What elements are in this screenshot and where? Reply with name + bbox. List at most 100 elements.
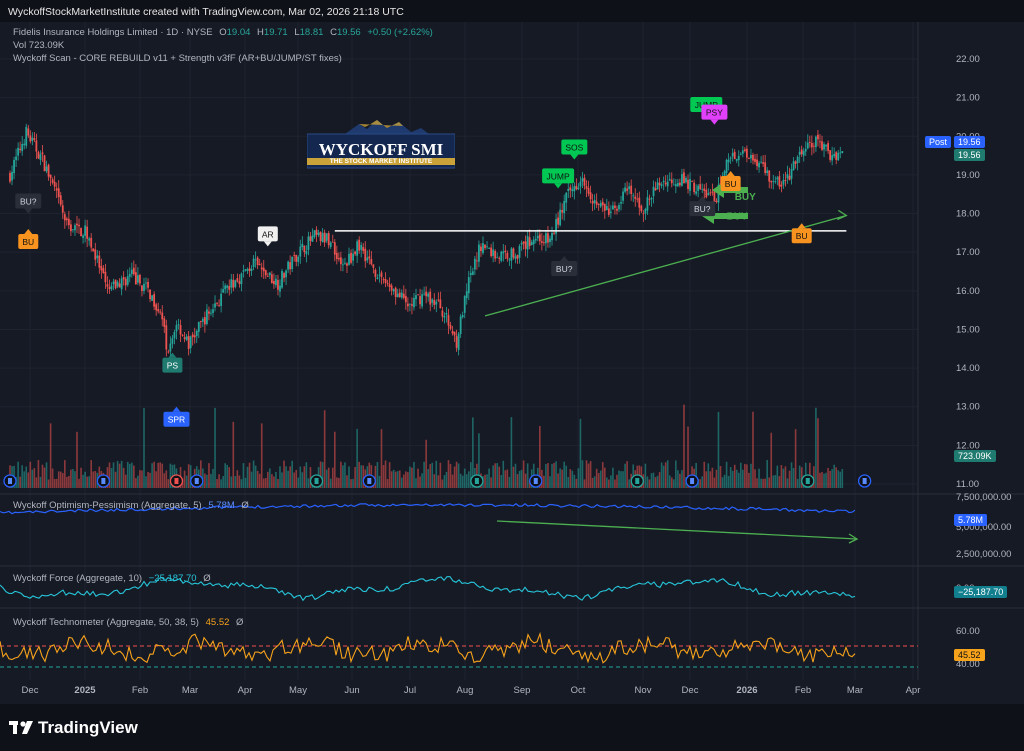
volume-bar (654, 477, 657, 488)
candle-body (492, 249, 495, 256)
volume-bar (70, 469, 72, 488)
symbol-legend[interactable]: Fidelis Insurance Holdings Limited · 1D … (13, 27, 433, 38)
candle-body (333, 242, 336, 255)
volume-bar (429, 464, 432, 488)
candle-body (94, 249, 97, 260)
force-legend[interactable]: Wyckoff Force (Aggregate, 10) −25,187.70… (13, 573, 211, 584)
volume-bar (143, 408, 145, 488)
volume-bar (27, 472, 30, 488)
candle-body (45, 166, 48, 172)
volume-bar (762, 478, 764, 488)
candle-body (839, 152, 842, 154)
volume-bar (616, 474, 618, 488)
candle-body (289, 262, 292, 270)
volume-bar (390, 471, 393, 488)
candle-body (762, 162, 765, 164)
candle-body (301, 243, 304, 248)
volume-bar (342, 465, 344, 488)
candle-body (102, 268, 105, 274)
time-tick: Oct (571, 685, 586, 696)
volume-bar (37, 460, 40, 488)
volume-bar (677, 470, 679, 488)
candle-body (100, 265, 103, 271)
volume-bar (419, 476, 421, 488)
candle-body (597, 204, 600, 205)
volume-bar (737, 472, 740, 488)
candle-body (238, 281, 241, 284)
candle-body (281, 270, 283, 288)
footer-brand: TradingView (38, 718, 138, 737)
volume-bar (522, 460, 525, 488)
marker-buq: BU? (551, 256, 578, 277)
volume-bar (299, 466, 302, 488)
candle-body (624, 187, 626, 192)
candle-body (193, 335, 196, 338)
candle-body (112, 281, 115, 285)
candle-body (792, 161, 795, 171)
candle-body (603, 204, 606, 211)
candle-body (106, 284, 109, 287)
price-tick: 19.00 (956, 170, 980, 181)
candle-body (812, 145, 815, 147)
candle-body (670, 179, 673, 184)
candle-body (622, 191, 624, 201)
volume-bar (88, 476, 90, 488)
volume-bar (281, 472, 283, 488)
volume-bar (325, 469, 328, 488)
candle-body (583, 177, 586, 186)
volume-bar (660, 462, 663, 488)
volume-bar (260, 423, 263, 488)
candle-body (780, 184, 783, 187)
volume-bar (557, 473, 559, 488)
candle-body (147, 281, 149, 288)
price-tick: 21.00 (956, 93, 980, 104)
candle-body (406, 303, 409, 307)
volume-bar (601, 462, 604, 488)
candle-body (754, 158, 756, 162)
volume-bar (267, 471, 269, 488)
volume-bar (145, 476, 147, 488)
volume-bar (681, 470, 683, 488)
candle-body (553, 232, 555, 234)
candle-body (337, 257, 340, 260)
volume-bar (384, 460, 387, 488)
candle-body (609, 211, 612, 213)
volume-bar (427, 469, 429, 488)
candle-body (423, 293, 426, 295)
technometer-legend[interactable]: Wyckoff Technometer (Aggregate, 50, 38, … (13, 617, 244, 628)
volume-bar (650, 473, 653, 488)
volume-bar (187, 464, 190, 488)
candle-body (252, 258, 255, 268)
optimism-legend[interactable]: Wyckoff Optimism-Pessimism (Aggregate, 5… (13, 500, 249, 511)
candle-body (646, 197, 649, 211)
indicator-legend[interactable]: Wyckoff Scan - CORE REBUILD v11 + Streng… (13, 53, 342, 64)
candle-body (581, 178, 584, 182)
candle-body (817, 134, 819, 140)
volume-bar (821, 471, 823, 488)
candle-body (585, 186, 588, 189)
volume-bar (248, 462, 251, 488)
volume-bar (33, 468, 36, 488)
volume-bar (565, 465, 568, 488)
volume-bar (346, 475, 348, 488)
candle-body (254, 259, 257, 261)
price-tick: 22.00 (956, 54, 980, 65)
svg-text:BU?: BU? (694, 204, 711, 214)
candle-body (260, 267, 263, 270)
volume-bar (147, 472, 149, 488)
candle-body (145, 282, 147, 284)
candle-body (794, 161, 797, 164)
candle-body (656, 182, 659, 190)
candle-body (268, 272, 271, 276)
volume-bar (579, 418, 582, 488)
volume-bar (563, 461, 565, 488)
candle-body (256, 257, 259, 265)
volume-legend[interactable]: Vol 723.09K (13, 40, 65, 51)
volume-bar (352, 478, 354, 488)
buy-label: BUY (735, 192, 756, 203)
candle-body (500, 251, 503, 261)
volume-bar (463, 468, 466, 488)
candle-body (727, 159, 730, 163)
candle-body (206, 309, 208, 324)
